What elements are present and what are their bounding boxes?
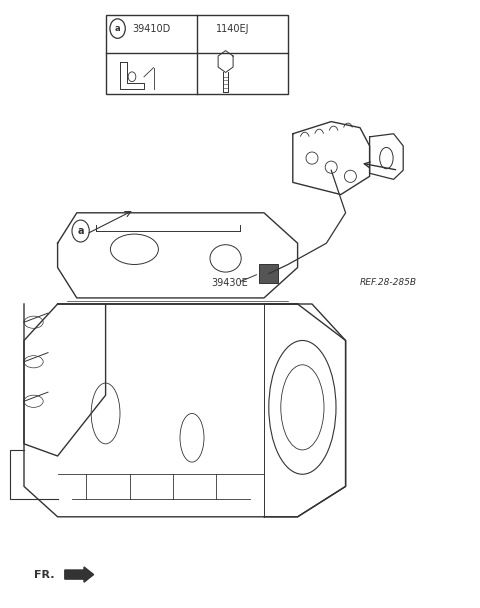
Text: FR.: FR.	[34, 570, 54, 579]
Text: a: a	[77, 226, 84, 236]
FancyArrow shape	[65, 567, 94, 582]
Polygon shape	[259, 264, 278, 283]
Text: REF.28-285B: REF.28-285B	[360, 278, 417, 287]
Text: a: a	[115, 24, 120, 33]
Text: 1140EJ: 1140EJ	[216, 24, 250, 33]
Text: 39410D: 39410D	[132, 24, 170, 33]
Text: 39430E: 39430E	[211, 278, 248, 288]
